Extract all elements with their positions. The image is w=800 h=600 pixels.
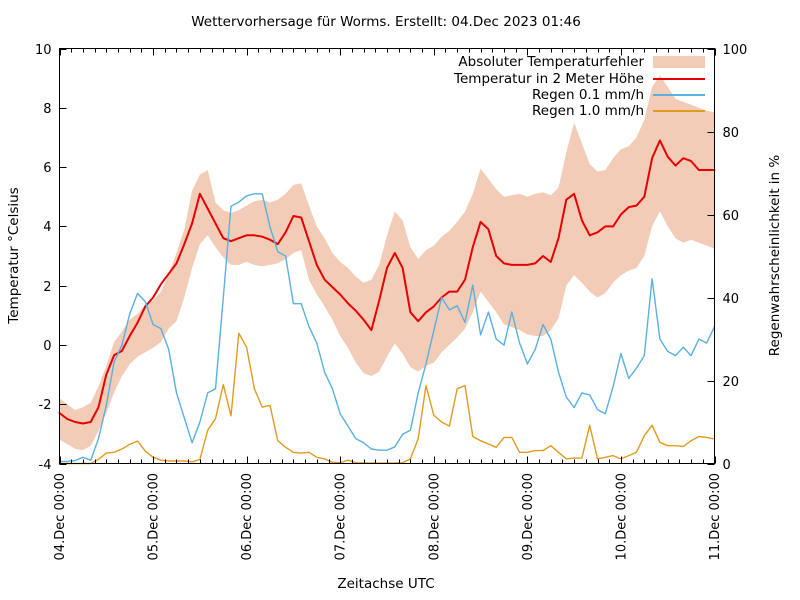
x-tick-label: 11.Dec 00:00: [708, 473, 723, 560]
legend-label-temperature: Temperatur in 2 Meter Höhe: [454, 70, 644, 87]
x-tick-label: 05.Dec 00:00: [147, 473, 162, 560]
y2-tick-label: 100: [723, 43, 748, 58]
y-tick-label: 8: [43, 102, 51, 117]
y2-axis-label: Regenwahrscheinlichkeit in %: [767, 154, 783, 357]
y-axis-label: Temperatur °Celsius: [6, 187, 22, 324]
legend-label-rain01: Regen 0.1 mm/h: [532, 86, 644, 103]
y-tick-label: 4: [43, 220, 51, 235]
x-tick-label: 06.Dec 00:00: [240, 473, 255, 560]
temperature-line: [58, 139, 716, 425]
x-tick-label: 09.Dec 00:00: [521, 473, 536, 560]
y-tick-label: 0: [43, 339, 51, 354]
y-tick-label: 10: [35, 43, 52, 58]
legend-item-rain01: Regen 0.1 mm/h: [454, 87, 705, 103]
legend: Absoluter Temperaturfehler Temperatur in…: [454, 54, 705, 120]
x-tick-label: 08.Dec 00:00: [427, 473, 442, 560]
legend-band-swatch: [653, 56, 705, 69]
y-tick-label: -2: [39, 398, 52, 413]
rain-01mm-line: [58, 193, 716, 463]
y-tick-label: 2: [43, 280, 51, 295]
x-tick-label: 04.Dec 00:00: [53, 473, 68, 560]
legend-label-temperature-error: Absoluter Temperaturfehler: [458, 54, 644, 71]
y2-tick-label: 20: [723, 375, 740, 390]
x-tick-label: 10.Dec 00:00: [614, 473, 629, 560]
legend-temperature-line-swatch: [653, 77, 705, 80]
y-tick-label: 6: [43, 161, 51, 176]
legend-item-rain10: Regen 1.0 mm/h: [454, 103, 705, 119]
x-tick-label: 07.Dec 00:00: [334, 473, 349, 560]
y-tick-label: -4: [39, 458, 52, 473]
y2-tick-label: 60: [723, 209, 740, 224]
chart-title: Wettervorhersage für Worms. Erstellt: 04…: [191, 14, 581, 30]
x-axis-label: Zeitachse UTC: [337, 576, 435, 592]
legend-rain10-line-swatch: [653, 110, 705, 113]
legend-rain01-line-swatch: [653, 93, 705, 96]
legend-item-temperature-error: Absoluter Temperaturfehler: [454, 54, 705, 70]
legend-item-temperature: Temperatur in 2 Meter Höhe: [454, 70, 705, 87]
y2-tick-label: 0: [723, 458, 731, 473]
temperature-error-band: [59, 75, 715, 451]
y2-tick-label: 40: [723, 292, 740, 307]
y2-tick-label: 80: [723, 126, 740, 141]
legend-label-rain10: Regen 1.0 mm/h: [532, 103, 644, 120]
